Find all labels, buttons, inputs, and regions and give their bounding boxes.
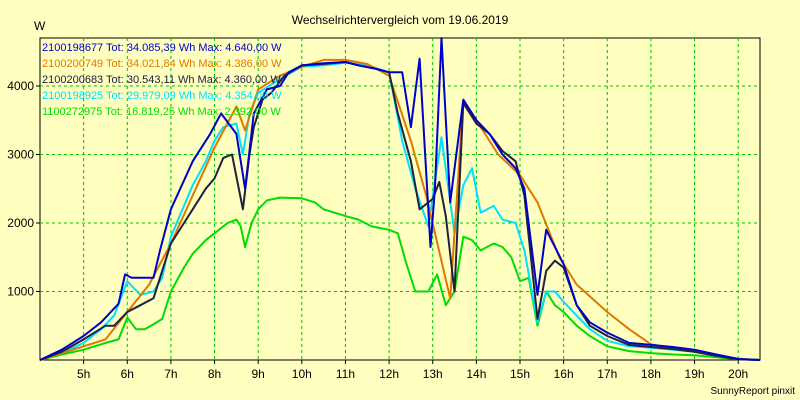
x-tick-label: 19h <box>685 367 705 381</box>
x-tick-label: 9h <box>252 367 265 381</box>
legend: 2100198677 Tot: 34.085,39 Wh Max: 4.640,… <box>42 42 282 118</box>
series-line-2100198925 <box>39 61 761 361</box>
chart-title: Wechselrichtervergleich vom 19.06.2019 <box>292 13 509 27</box>
x-tick-label: 14h <box>466 367 486 381</box>
legend-entry-2100200749: 2100200749 Tot: 34.021,84 Wh Max: 4.386,… <box>42 58 282 70</box>
legend-entry-2100200683: 2100200683 Tot: 30.543,11 Wh Max: 4.360,… <box>42 74 281 86</box>
legend-entry-1100272975: 1100272975 Tot: 16.819,25 Wh Max: 2.392,… <box>42 106 281 118</box>
x-tick-label: 16h <box>554 367 574 381</box>
legend-entry-2100198925: 2100198925 Tot: 29.979,09 Wh Max: 4.354,… <box>42 90 282 102</box>
x-tick-label: 7h <box>164 367 177 381</box>
x-tick-label: 17h <box>597 367 617 381</box>
series-line-2100198677 <box>39 37 761 361</box>
plot-area-frame <box>39 37 761 361</box>
y-axis-label: W <box>34 19 46 33</box>
grid-layer <box>40 38 760 360</box>
y-tick-label: 3000 <box>7 147 34 161</box>
x-tick-label: 11h <box>336 367 355 381</box>
legend-entry-2100198677: 2100198677 Tot: 34.085,39 Wh Max: 4.640,… <box>42 42 282 54</box>
x-tick-label: 18h <box>641 367 661 381</box>
x-tick-label: 10h <box>292 367 312 381</box>
x-tick-label: 15h <box>510 367 530 381</box>
y-tick-label: 1000 <box>7 284 34 298</box>
x-tick-label: 12h <box>379 367 399 381</box>
tick-layer: 5h 6h 7h 8h 9h 10h 11h 12h 13h 14h 15h 16h 17h 18h 19h… <box>7 79 748 381</box>
x-tick-label: 8h <box>208 367 221 381</box>
series-line-2100200749 <box>39 58 761 361</box>
x-tick-label: 20h <box>728 367 748 381</box>
y-tick-label: 4000 <box>7 79 34 93</box>
x-tick-label: 6h <box>121 367 134 381</box>
series-layer <box>39 37 761 361</box>
x-tick-label: 13h <box>423 367 443 381</box>
x-tick-label: 5h <box>77 367 90 381</box>
y-tick-label: 2000 <box>7 216 34 230</box>
footer-credit: SunnyReport pinxit <box>711 386 796 397</box>
series-line-1100272975 <box>39 196 761 361</box>
